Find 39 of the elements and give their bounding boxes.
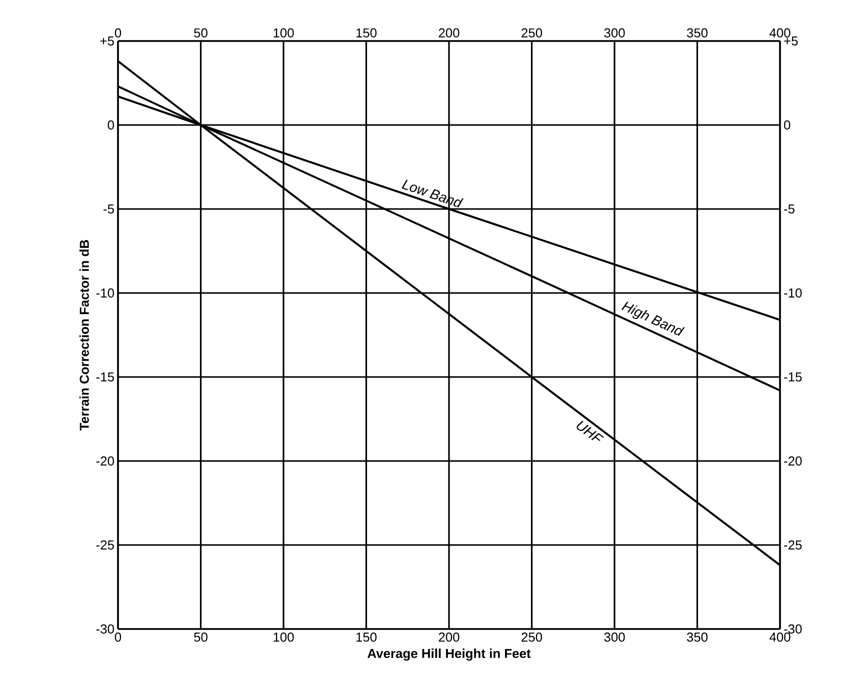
y2-tick-label: -5 <box>784 204 794 214</box>
x-tick-label: 250 <box>522 632 542 642</box>
y-tick-label: +5 <box>100 36 114 46</box>
x2-tick-label: 100 <box>274 28 294 38</box>
text: UHF <box>576 420 604 441</box>
x2-tick-label: 150 <box>356 28 377 38</box>
x-tick-label: 350 <box>686 632 708 642</box>
x-tick-label: 300 <box>604 632 625 642</box>
x-tick-label: 400 <box>769 632 790 642</box>
y2-tick-label: 0 <box>784 120 790 130</box>
y-axis-title: Terrain Correction Factor in dB <box>79 240 89 430</box>
x2-tick-label: 0 <box>114 28 122 38</box>
y-tick-label: -15 <box>96 372 114 382</box>
x2-tick-label: 50 <box>194 28 208 38</box>
y2-tick-label: -15 <box>784 372 802 382</box>
x2-tick-label: 300 <box>604 28 625 38</box>
x2-tick-label: 200 <box>438 28 460 38</box>
y2-tick-label: -20 <box>784 456 802 466</box>
x-tick-label: 100 <box>274 632 294 642</box>
y2-tick-label: -10 <box>784 288 802 298</box>
x-tick-label: 0 <box>114 632 122 642</box>
x-tick-label: 150 <box>356 632 377 642</box>
y-tick-label: -5 <box>104 204 114 214</box>
x2-tick-label: 350 <box>686 28 708 38</box>
x-axis-title: Average Hill Height in Feet <box>368 648 531 661</box>
y2-tick-label: +5 <box>784 36 798 46</box>
y-tick-label: -30 <box>96 624 114 634</box>
x2-tick-label: 400 <box>769 28 790 38</box>
text: High Band <box>621 302 685 336</box>
y-tick-label: -10 <box>96 288 114 298</box>
text: Low Band <box>402 180 464 208</box>
y2-tick-label: -25 <box>784 540 802 550</box>
x-tick-label: 200 <box>438 632 460 642</box>
x2-tick-label: 250 <box>522 28 542 38</box>
x-tick-label: 50 <box>194 632 208 642</box>
y-tick-label: 0 <box>108 120 114 130</box>
y-tick-label: -20 <box>96 456 114 466</box>
y2-tick-label: -30 <box>784 624 802 634</box>
y-tick-label: -25 <box>96 540 114 550</box>
